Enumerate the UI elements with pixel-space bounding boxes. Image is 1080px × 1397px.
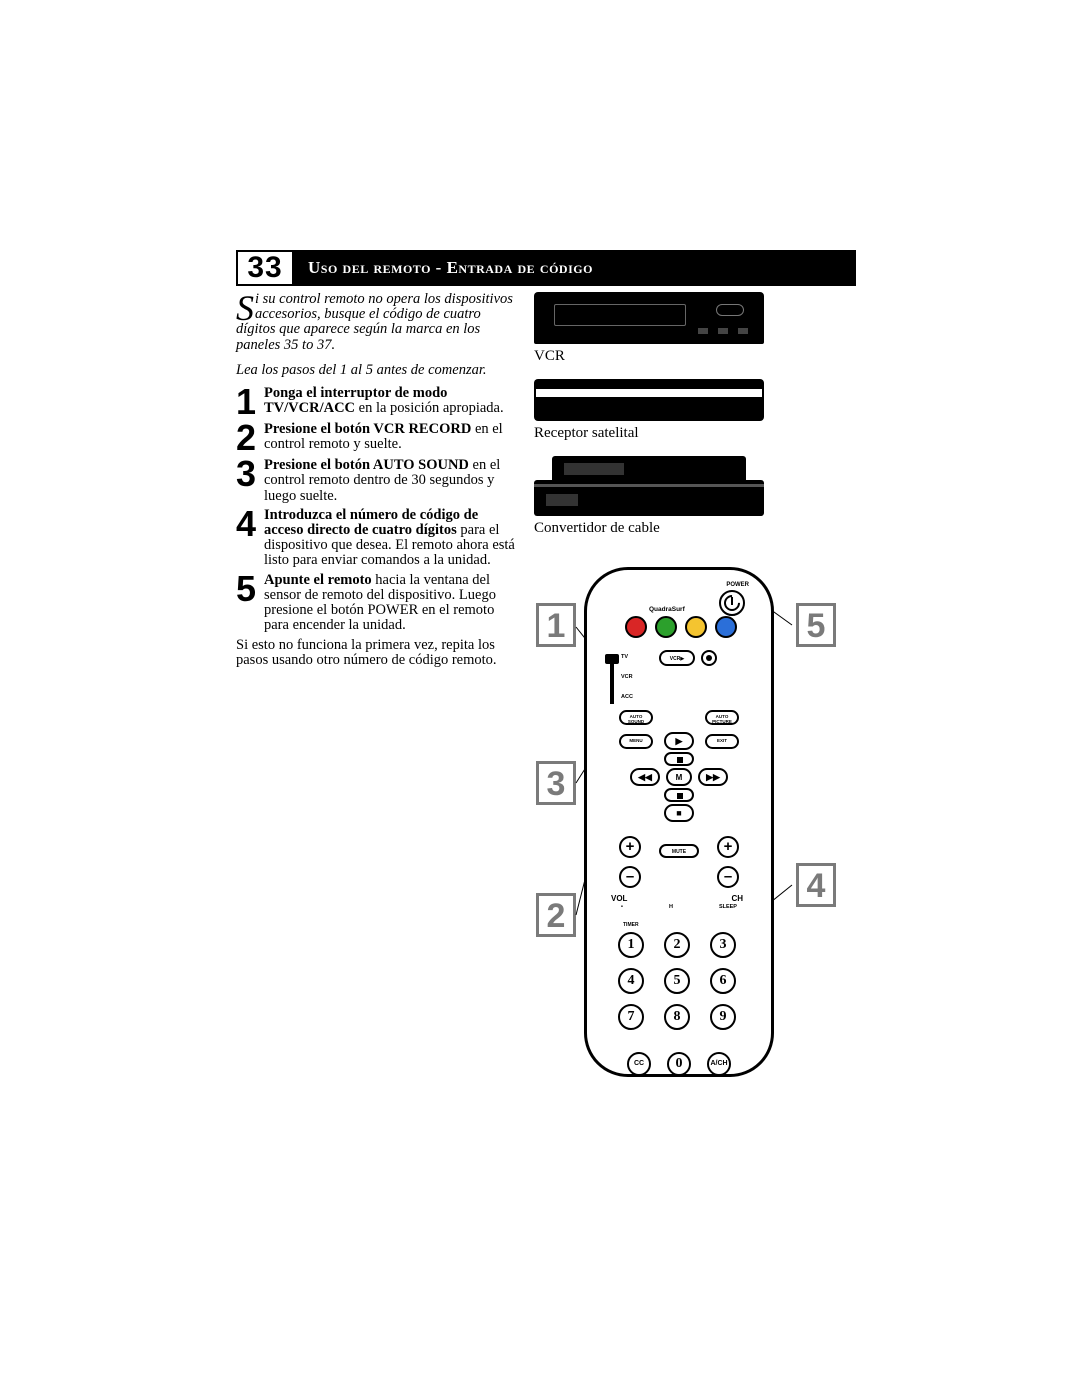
ch-label: CH bbox=[731, 894, 743, 903]
bottom-row: CC 0 A/CH bbox=[627, 1052, 731, 1076]
dpad-right-icon: ▶▶ bbox=[698, 768, 728, 786]
step-number: 5 bbox=[236, 573, 264, 634]
step-4: 4 Introduzca el número de código de acce… bbox=[236, 508, 516, 569]
key-7-icon: 7 bbox=[618, 1004, 644, 1030]
remote-diagram: 1 5 3 2 4 POWER QuadraSurf bbox=[534, 567, 834, 1087]
mode-switch-icon bbox=[605, 654, 621, 704]
satellite-illustration: Receptor satelital bbox=[534, 379, 856, 442]
dpad-ok-icon: M bbox=[666, 768, 692, 786]
key-3-icon: 3 bbox=[710, 932, 736, 958]
vcr-illustration: VCR bbox=[534, 292, 856, 365]
switch-acc-label: ACC bbox=[621, 694, 633, 700]
auto-picture-button-icon: AUTOPICTURE bbox=[705, 710, 739, 725]
header-row: 33 Uso del remoto - Entrada de código bbox=[236, 250, 856, 286]
key-1-icon: 1 bbox=[618, 932, 644, 958]
vol-up-icon: + bbox=[619, 836, 641, 858]
key-4-icon: 4 bbox=[618, 968, 644, 994]
manual-page: 33 Uso del remoto - Entrada de código Si… bbox=[236, 250, 856, 1087]
content-columns: Si su control remoto no opera los dispos… bbox=[236, 292, 856, 1087]
qs-yellow-icon bbox=[685, 616, 707, 638]
drop-cap: S bbox=[236, 292, 255, 322]
lead-note: Lea los pasos del 1 al 5 antes de comenz… bbox=[236, 363, 516, 378]
cable-icon bbox=[534, 456, 764, 516]
sleep-h: H bbox=[669, 904, 673, 910]
dpad-up-icon: ▶ bbox=[664, 732, 694, 750]
illustrations-column: VCR Receptor satelital Convertidor de ca… bbox=[534, 292, 856, 1087]
switch-vcr-label: VCR bbox=[621, 674, 633, 680]
timer-label: TIMER bbox=[623, 922, 639, 928]
sleep-label: SLEEP bbox=[719, 904, 737, 910]
auto-sound-button-icon: AUTOSOUND bbox=[619, 710, 653, 725]
satellite-icon bbox=[534, 379, 764, 421]
record-button-icon bbox=[701, 650, 717, 666]
key-9-icon: 9 bbox=[710, 1004, 736, 1030]
power-label: POWER bbox=[726, 582, 749, 588]
cable-label: Convertidor de cable bbox=[534, 520, 856, 537]
quadrasurf-buttons bbox=[625, 616, 737, 638]
vol-label: VOL bbox=[611, 894, 627, 903]
step-text: Ponga el interruptor de modo TV/VCR/ACC … bbox=[264, 386, 516, 418]
intro-paragraph: Si su control remoto no opera los dispos… bbox=[236, 292, 516, 353]
power-button-icon bbox=[719, 590, 745, 616]
vcr-label: VCR bbox=[534, 348, 856, 365]
key-0-icon: 0 bbox=[667, 1052, 691, 1076]
ach-button-icon: A/CH bbox=[707, 1052, 731, 1076]
dpad-stop-icon bbox=[664, 788, 694, 802]
number-keypad: 1 2 3 4 5 6 7 8 9 bbox=[618, 932, 740, 1030]
step-number: 4 bbox=[236, 508, 264, 569]
satellite-label: Receptor satelital bbox=[534, 425, 856, 442]
vcr-icon bbox=[534, 292, 764, 344]
step-3: 3 Presione el botón AUTO SOUND en el con… bbox=[236, 458, 516, 504]
step-number: 2 bbox=[236, 422, 264, 454]
cable-illustration: Convertidor de cable bbox=[534, 456, 856, 537]
step-text: Presione el botón VCR RECORD en el contr… bbox=[264, 422, 516, 454]
intro-text: i su control remoto no opera los disposi… bbox=[236, 291, 513, 353]
vcr-play-icon: VCR▶ bbox=[659, 650, 695, 666]
sleep-dot: • bbox=[621, 904, 623, 910]
switch-tv-label: TV bbox=[621, 654, 628, 660]
qs-red-icon bbox=[625, 616, 647, 638]
mute-button-icon: MUTE bbox=[659, 844, 699, 858]
step-number: 3 bbox=[236, 458, 264, 504]
instructions-column: Si su control remoto no opera los dispos… bbox=[236, 292, 516, 1087]
ch-up-icon: + bbox=[717, 836, 739, 858]
dpad-down-icon: ■ bbox=[664, 804, 694, 822]
step-number: 1 bbox=[236, 386, 264, 418]
cc-button-icon: CC bbox=[627, 1052, 651, 1076]
dpad-pause-icon bbox=[664, 752, 694, 766]
step-text: Apunte el remoto hacia la ventana del se… bbox=[264, 573, 516, 634]
step-5: 5 Apunte el remoto hacia la ventana del … bbox=[236, 573, 516, 634]
vol-down-icon: – bbox=[619, 866, 641, 888]
step-text: Introduzca el número de código de acceso… bbox=[264, 508, 516, 569]
step-text: Presione el botón AUTO SOUND en el contr… bbox=[264, 458, 516, 504]
section-title: Uso del remoto - Entrada de código bbox=[294, 250, 856, 286]
quadrasurf-label: QuadraSurf bbox=[649, 606, 685, 613]
dpad-icon: ▶ ◀◀ M ▶▶ ■ bbox=[634, 732, 724, 822]
key-8-icon: 8 bbox=[664, 1004, 690, 1030]
footer-note: Si esto no funciona la primera vez, repi… bbox=[236, 638, 516, 668]
qs-blue-icon bbox=[715, 616, 737, 638]
sleep-row: • H SLEEP bbox=[597, 904, 761, 910]
qs-green-icon bbox=[655, 616, 677, 638]
step-2: 2 Presione el botón VCR RECORD en el con… bbox=[236, 422, 516, 454]
step-1: 1 Ponga el interruptor de modo TV/VCR/AC… bbox=[236, 386, 516, 418]
key-5-icon: 5 bbox=[664, 968, 690, 994]
key-2-icon: 2 bbox=[664, 932, 690, 958]
ch-down-icon: – bbox=[717, 866, 739, 888]
key-6-icon: 6 bbox=[710, 968, 736, 994]
dpad-left-icon: ◀◀ bbox=[630, 768, 660, 786]
remote-outline: POWER QuadraSurf TV VCR bbox=[584, 567, 774, 1077]
page-number: 33 bbox=[236, 250, 294, 286]
